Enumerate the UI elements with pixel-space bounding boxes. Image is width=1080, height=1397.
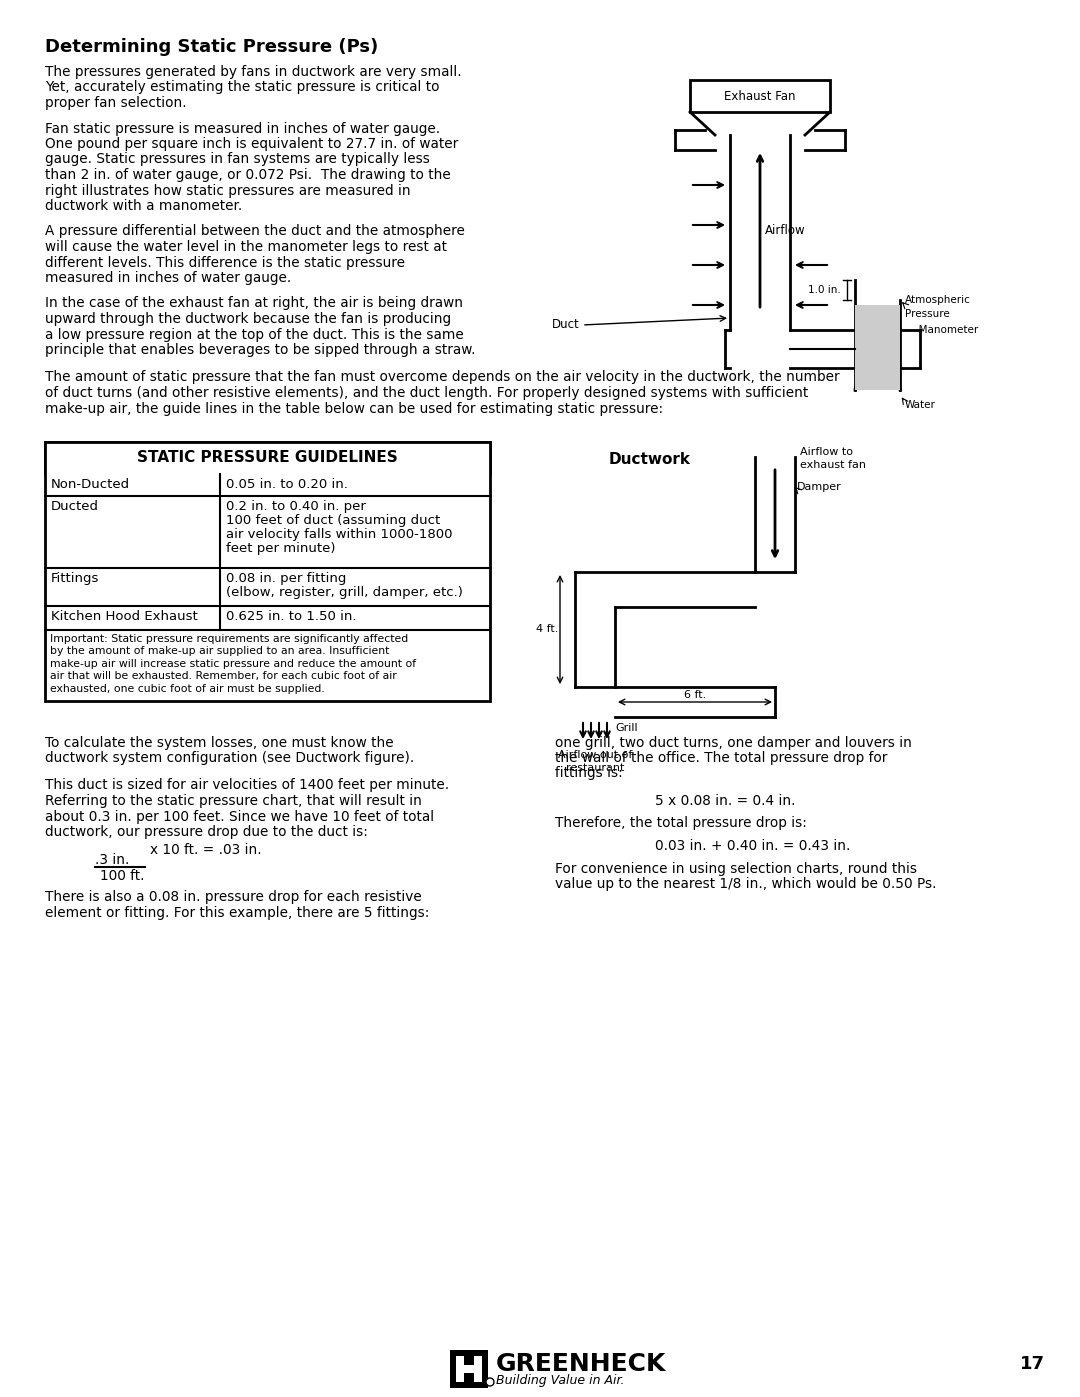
Text: Pressure: Pressure xyxy=(905,309,949,319)
Text: upward through the ductwork because the fan is producing: upward through the ductwork because the … xyxy=(45,312,451,326)
Text: There is also a 0.08 in. pressure drop for each resistive: There is also a 0.08 in. pressure drop f… xyxy=(45,890,422,904)
Text: Fittings: Fittings xyxy=(51,571,99,585)
Text: make-up air will increase static pressure and reduce the amount of: make-up air will increase static pressur… xyxy=(50,659,416,669)
Text: the wall of the office. The total pressure drop for: the wall of the office. The total pressu… xyxy=(555,752,888,766)
Bar xyxy=(45,441,490,474)
Text: 6 ft.: 6 ft. xyxy=(684,690,706,700)
Text: right illustrates how static pressures are measured in: right illustrates how static pressures a… xyxy=(45,183,410,197)
Text: Exhaust Fan: Exhaust Fan xyxy=(725,89,796,102)
Text: element or fitting. For this example, there are 5 fittings:: element or fitting. For this example, th… xyxy=(45,907,430,921)
Text: 100 ft.: 100 ft. xyxy=(100,869,145,883)
Text: make-up air, the guide lines in the table below can be used for estimating stati: make-up air, the guide lines in the tabl… xyxy=(45,401,663,415)
Bar xyxy=(456,1365,482,1373)
Text: Airflow out of: Airflow out of xyxy=(557,750,632,760)
Text: In the case of the exhaust fan at right, the air is being drawn: In the case of the exhaust fan at right,… xyxy=(45,296,463,310)
Text: 0.08 in. per fitting: 0.08 in. per fitting xyxy=(226,571,347,585)
Text: To calculate the system losses, one must know the: To calculate the system losses, one must… xyxy=(45,735,393,750)
Text: This duct is sized for air velocities of 1400 feet per minute.: This duct is sized for air velocities of… xyxy=(45,778,449,792)
Text: ductwork, our pressure drop due to the duct is:: ductwork, our pressure drop due to the d… xyxy=(45,826,368,840)
Text: ductwork with a manometer.: ductwork with a manometer. xyxy=(45,198,242,212)
Text: by the amount of make-up air supplied to an area. Insufficient: by the amount of make-up air supplied to… xyxy=(50,647,390,657)
Text: Ductwork: Ductwork xyxy=(609,453,691,467)
Text: STATIC PRESSURE GUIDELINES: STATIC PRESSURE GUIDELINES xyxy=(137,450,397,465)
Text: One pound per square inch is equivalent to 27.7 in. of water: One pound per square inch is equivalent … xyxy=(45,137,458,151)
Text: Damper: Damper xyxy=(797,482,841,492)
Text: Referring to the static pressure chart, that will result in: Referring to the static pressure chart, … xyxy=(45,793,422,807)
Text: about 0.3 in. per 100 feet. Since we have 10 feet of total: about 0.3 in. per 100 feet. Since we hav… xyxy=(45,809,434,823)
Text: feet per minute): feet per minute) xyxy=(226,542,336,555)
Text: different levels. This difference is the static pressure: different levels. This difference is the… xyxy=(45,256,405,270)
Text: Duct: Duct xyxy=(552,319,580,331)
Text: than 2 in. of water gauge, or 0.072 Psi.  The drawing to the: than 2 in. of water gauge, or 0.072 Psi.… xyxy=(45,168,450,182)
Text: Airflow: Airflow xyxy=(765,224,806,236)
Text: will cause the water level in the manometer legs to rest at: will cause the water level in the manome… xyxy=(45,240,447,254)
Text: GREENHECK: GREENHECK xyxy=(496,1352,666,1376)
Bar xyxy=(456,1356,464,1382)
Text: air that will be exhausted. Remember, for each cubic foot of air: air that will be exhausted. Remember, fo… xyxy=(50,672,396,682)
Text: Kitchen Hood Exhaust: Kitchen Hood Exhaust xyxy=(51,610,198,623)
Text: Determining Static Pressure (Ps): Determining Static Pressure (Ps) xyxy=(45,38,378,56)
Bar xyxy=(450,1350,488,1389)
Text: Yet, accurately estimating the static pressure is critical to: Yet, accurately estimating the static pr… xyxy=(45,81,440,95)
Text: 0.03 in. + 0.40 in. = 0.43 in.: 0.03 in. + 0.40 in. = 0.43 in. xyxy=(654,840,850,854)
Text: 4 ft.: 4 ft. xyxy=(536,624,558,634)
Text: air velocity falls within 1000-1800: air velocity falls within 1000-1800 xyxy=(226,528,453,541)
Text: For convenience in using selection charts, round this: For convenience in using selection chart… xyxy=(555,862,917,876)
Text: 100 feet of duct (assuming duct: 100 feet of duct (assuming duct xyxy=(226,514,441,527)
Bar xyxy=(855,305,900,390)
Text: one grill, two duct turns, one damper and louvers in: one grill, two duct turns, one damper an… xyxy=(555,735,912,750)
Text: (elbow, register, grill, damper, etc.): (elbow, register, grill, damper, etc.) xyxy=(226,585,463,599)
Text: Therefore, the total pressure drop is:: Therefore, the total pressure drop is: xyxy=(555,816,807,830)
Bar xyxy=(474,1356,482,1382)
Text: The pressures generated by fans in ductwork are very small.: The pressures generated by fans in ductw… xyxy=(45,66,461,80)
Text: principle that enables beverages to be sipped through a straw.: principle that enables beverages to be s… xyxy=(45,344,475,358)
Text: ductwork system configuration (see Ductwork figure).: ductwork system configuration (see Ductw… xyxy=(45,752,415,766)
Text: 5 x 0.08 in. = 0.4 in.: 5 x 0.08 in. = 0.4 in. xyxy=(654,793,796,807)
Text: R: R xyxy=(488,1379,491,1384)
Text: restaurant: restaurant xyxy=(566,763,624,773)
Circle shape xyxy=(486,1377,494,1386)
Text: exhausted, one cubic foot of air must be supplied.: exhausted, one cubic foot of air must be… xyxy=(50,685,325,694)
Text: Water: Water xyxy=(905,400,936,409)
Text: Important: Static pressure requirements are significantly affected: Important: Static pressure requirements … xyxy=(50,634,408,644)
Text: Atmospheric: Atmospheric xyxy=(905,295,971,305)
Text: measured in inches of water gauge.: measured in inches of water gauge. xyxy=(45,271,292,285)
Bar xyxy=(690,80,831,112)
Text: a low pressure region at the top of the duct. This is the same: a low pressure region at the top of the … xyxy=(45,327,463,341)
Text: The amount of static pressure that the fan must overcome depends on the air velo: The amount of static pressure that the f… xyxy=(45,370,839,384)
Text: gauge. Static pressures in fan systems are typically less: gauge. Static pressures in fan systems a… xyxy=(45,152,430,166)
Text: Grill: Grill xyxy=(615,724,637,733)
Text: .3 in.: .3 in. xyxy=(95,852,130,866)
Text: Building Value in Air.: Building Value in Air. xyxy=(496,1375,624,1387)
Text: A pressure differential between the duct and the atmosphere: A pressure differential between the duct… xyxy=(45,225,464,239)
Text: 17: 17 xyxy=(1020,1355,1045,1373)
Text: Airflow to: Airflow to xyxy=(800,447,853,457)
Text: 0.2 in. to 0.40 in. per: 0.2 in. to 0.40 in. per xyxy=(226,500,366,513)
Text: value up to the nearest 1/8 in., which would be 0.50 Ps.: value up to the nearest 1/8 in., which w… xyxy=(555,877,936,891)
Text: Non-Ducted: Non-Ducted xyxy=(51,478,130,490)
Text: proper fan selection.: proper fan selection. xyxy=(45,96,187,110)
Text: 1.0 in.: 1.0 in. xyxy=(808,285,841,295)
Text: 0.625 in. to 1.50 in.: 0.625 in. to 1.50 in. xyxy=(226,610,356,623)
Bar xyxy=(45,441,490,700)
Text: of duct turns (and other resistive elements), and the duct length. For properly : of duct turns (and other resistive eleme… xyxy=(45,386,808,400)
Text: Ducted: Ducted xyxy=(51,500,99,513)
Text: — Manometer: — Manometer xyxy=(905,326,978,335)
Text: Fan static pressure is measured in inches of water gauge.: Fan static pressure is measured in inche… xyxy=(45,122,441,136)
Text: 0.05 in. to 0.20 in.: 0.05 in. to 0.20 in. xyxy=(226,478,348,490)
Text: fittings is:: fittings is: xyxy=(555,767,623,781)
Text: x 10 ft. = .03 in.: x 10 ft. = .03 in. xyxy=(150,842,261,856)
Text: exhaust fan: exhaust fan xyxy=(800,460,866,469)
